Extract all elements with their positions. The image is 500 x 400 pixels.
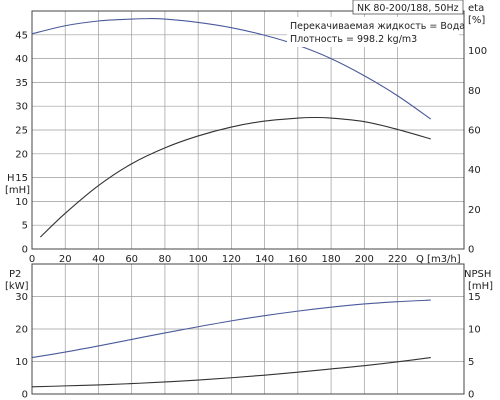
bottom-right-tick-label: 0 bbox=[468, 390, 474, 400]
top-right-tick-label: 80 bbox=[468, 86, 481, 97]
npsh-curve bbox=[31, 357, 431, 388]
top-left-tick-label: 45 bbox=[15, 30, 28, 41]
x-tick-label: 60 bbox=[125, 254, 138, 265]
top-panel-frame bbox=[31, 10, 465, 250]
bottom-left-tick-label: 30 bbox=[15, 292, 28, 303]
bottom-left-tick-label: 10 bbox=[15, 357, 28, 368]
legend-density: Плотность = 998.2 kg/m3 bbox=[290, 34, 417, 45]
x-axis-label: Q [m3/h] bbox=[416, 254, 461, 265]
top-right-tick-label: 60 bbox=[468, 126, 481, 137]
top-left-tick-label: 5 bbox=[22, 221, 28, 232]
legend-title-box bbox=[352, 0, 464, 15]
bottom-panel-grid bbox=[31, 264, 464, 395]
top-right-tick-label: 0 bbox=[468, 245, 474, 256]
head-curve bbox=[31, 18, 432, 120]
top-right-tick-label: 100 bbox=[468, 46, 487, 57]
bottom-right-axis-label-line1: NPSH bbox=[464, 269, 491, 280]
legend-liquid: Перекачиваемая жидкость = Вода bbox=[290, 21, 465, 32]
top-left-tick-label: 30 bbox=[15, 102, 28, 113]
bottom-right-tick-label: 5 bbox=[468, 357, 474, 368]
x-tick-label: 80 bbox=[159, 254, 172, 265]
legend-title: NK 80-200/188, 50Hz bbox=[357, 3, 459, 14]
x-tick-label: 220 bbox=[388, 254, 407, 265]
bottom-left-axis-label-line1: P2 bbox=[9, 269, 21, 280]
top-right-axis-label-line1: eta bbox=[468, 3, 484, 14]
bottom-right-tick-label: 15 bbox=[468, 292, 481, 303]
tick-labels: 0 20 40 60 80 100 120 140 160 180 200 2200510152025… bbox=[15, 30, 487, 400]
x-tick-label: 100 bbox=[189, 254, 208, 265]
top-right-axis-label-line2: [%] bbox=[468, 15, 485, 26]
top-left-tick-label: 40 bbox=[15, 54, 28, 65]
top-right-tick-label: 20 bbox=[468, 205, 481, 216]
legend-info-box bbox=[287, 17, 459, 47]
bottom-left-tick-label: 20 bbox=[15, 325, 28, 336]
top-left-axis-label-line1: H bbox=[7, 173, 15, 184]
top-left-tick-label: 25 bbox=[15, 126, 28, 137]
bottom-right-tick-label: 10 bbox=[468, 325, 481, 336]
top-right-tick-label: 40 bbox=[468, 165, 481, 176]
top-left-tick-label: 15 bbox=[15, 173, 28, 184]
top-left-axis-label-line2: [mH] bbox=[5, 185, 30, 196]
bottom-right-axis-label-line2: [mH] bbox=[468, 281, 493, 292]
x-tick-label: 140 bbox=[255, 254, 274, 265]
x-tick-label: 180 bbox=[322, 254, 341, 265]
x-tick-label: 20 bbox=[59, 254, 72, 265]
curves bbox=[31, 18, 432, 388]
top-left-tick-label: 0 bbox=[22, 245, 28, 256]
efficiency-curve bbox=[39, 116, 431, 238]
top-left-tick-label: 20 bbox=[15, 149, 28, 160]
bottom-left-axis-label-line2: [kW] bbox=[5, 281, 29, 292]
bottom-panel-frame bbox=[31, 263, 465, 395]
x-tick-label: 0 bbox=[29, 254, 35, 265]
bottom-left-tick-label: 0 bbox=[22, 390, 28, 400]
top-left-tick-label: 10 bbox=[15, 197, 28, 208]
top-left-tick-label: 35 bbox=[15, 78, 28, 89]
x-tick-label: 200 bbox=[355, 254, 374, 265]
x-tick-label: 160 bbox=[288, 254, 307, 265]
x-tick-label: 120 bbox=[222, 254, 241, 265]
x-tick-label: 40 bbox=[92, 254, 105, 265]
power-curve bbox=[31, 299, 431, 359]
